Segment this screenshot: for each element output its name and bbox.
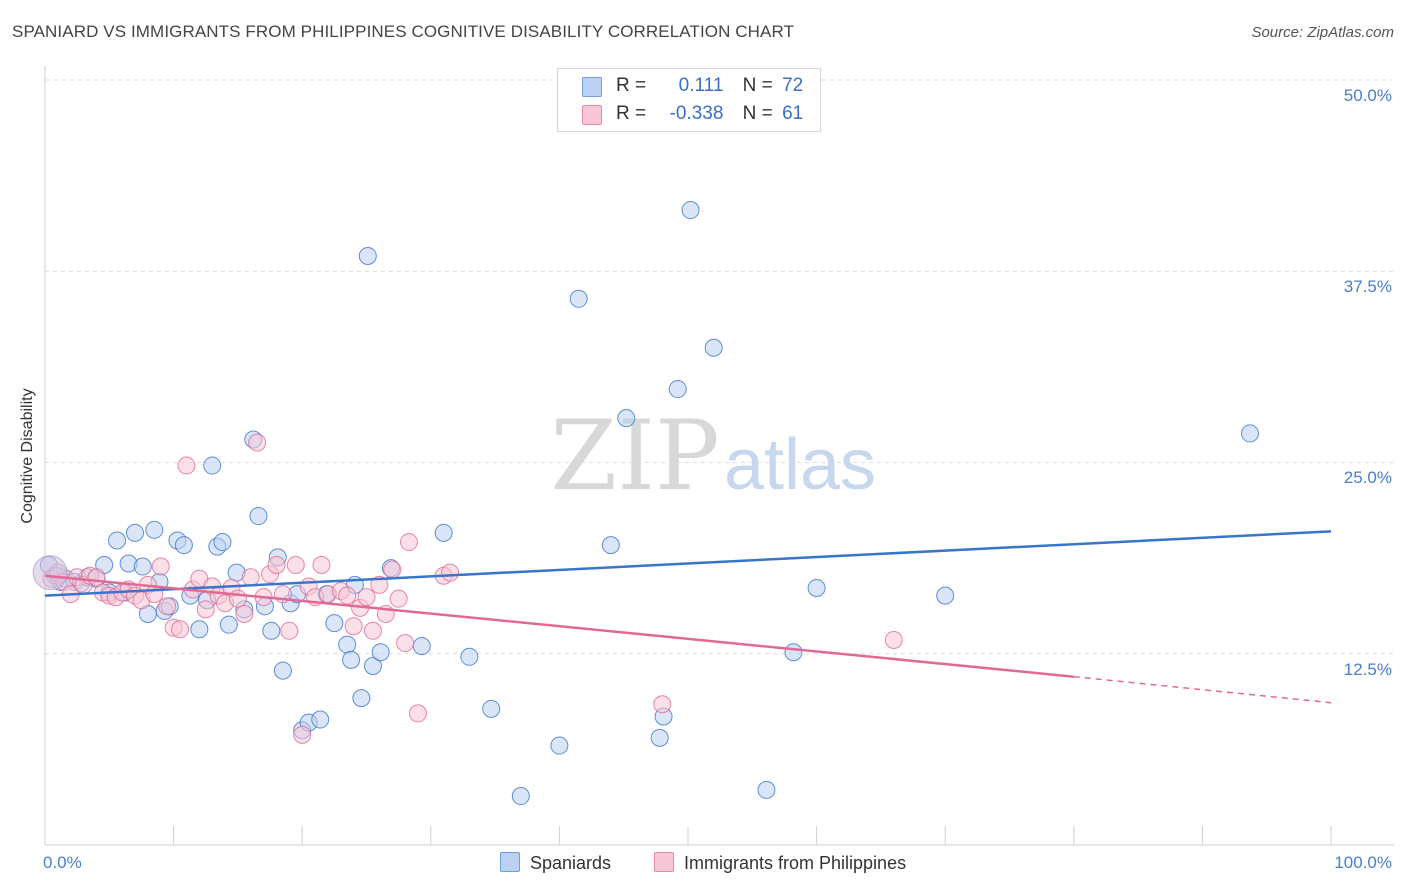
data-point-philippines: [241, 568, 260, 587]
data-point-philippines: [280, 621, 299, 640]
data-point-spaniards: [358, 246, 377, 265]
data-point-philippines: [383, 560, 402, 579]
watermark-atlas: atlas: [724, 425, 876, 505]
data-point-spaniards: [338, 635, 357, 654]
data-point-philippines: [177, 456, 196, 475]
data-point-spaniards: [704, 338, 723, 357]
y-tick-label: 50.0%: [1343, 86, 1392, 105]
data-point-philippines: [884, 630, 903, 649]
legend-r-value: -0.338: [669, 103, 724, 124]
data-point-spaniards: [412, 637, 431, 656]
data-point-philippines: [338, 586, 357, 605]
data-point-philippines: [399, 533, 418, 552]
data-point-spaniards: [569, 289, 588, 308]
data-point-spaniards: [352, 689, 371, 708]
data-point-spaniards: [668, 380, 687, 399]
data-point-spaniards: [249, 507, 268, 526]
data-point-spaniards: [325, 614, 344, 633]
data-point-philippines: [235, 604, 254, 623]
data-point-philippines: [293, 725, 312, 744]
trend-line-philippines: [44, 574, 1074, 678]
data-point-spaniards: [133, 557, 152, 576]
legend-r-label: R =: [616, 103, 647, 124]
legend-n-label: N =: [742, 103, 773, 124]
data-point-philippines: [389, 589, 408, 608]
data-point-spaniards: [126, 523, 145, 542]
data-point-philippines: [158, 597, 177, 616]
trend-line-philippines-extension: [1073, 675, 1332, 704]
data-point-spaniards: [460, 647, 479, 666]
data-point-spaniards: [273, 661, 292, 680]
data-point-philippines: [370, 575, 389, 594]
data-point-spaniards: [363, 656, 382, 675]
legend: R = 0.111 N = 72 R = -0.338 N = 61: [557, 68, 821, 132]
data-point-spaniards: [1240, 424, 1259, 443]
x-tick-label: 0.0%: [43, 853, 82, 872]
data-point-philippines: [396, 634, 415, 653]
data-point-spaniards: [371, 643, 390, 662]
data-point-spaniards: [936, 586, 955, 605]
legend-n-label: N =: [742, 75, 773, 96]
data-point-philippines: [248, 433, 267, 452]
data-point-spaniards: [174, 536, 193, 555]
data-point-cluster: [32, 555, 68, 591]
legend-n-value: 72: [782, 75, 804, 96]
data-point-philippines: [408, 704, 427, 723]
data-point-spaniards: [681, 201, 700, 220]
data-point-philippines: [228, 589, 247, 608]
legend-swatch-philippines: [582, 105, 602, 125]
y-tick-label: 12.5%: [1343, 660, 1392, 679]
legend-r-value: 0.111: [678, 75, 724, 96]
data-point-spaniards: [262, 621, 281, 640]
trend-line-spaniards: [44, 530, 1332, 597]
data-point-spaniards: [601, 536, 620, 555]
legend-n-value: 61: [782, 103, 804, 124]
legend-swatch-spaniards: [582, 77, 602, 97]
data-point-philippines: [312, 556, 331, 575]
data-point-spaniards: [108, 531, 127, 550]
bottom-legend-swatch: [654, 852, 674, 872]
data-point-spaniards: [203, 456, 222, 475]
y-tick-label: 37.5%: [1343, 277, 1392, 296]
data-point-spaniards: [757, 780, 776, 799]
data-point-philippines: [441, 563, 460, 582]
source-label: Source: ZipAtlas.com: [1251, 24, 1394, 41]
data-point-philippines: [363, 621, 382, 640]
bottom-legend-label: Immigrants from Philippines: [684, 853, 907, 873]
data-point-spaniards: [434, 523, 453, 542]
x-tick-label: 100.0%: [1334, 853, 1392, 872]
data-point-philippines: [151, 557, 170, 576]
data-point-spaniards: [617, 409, 636, 428]
data-point-philippines: [344, 617, 363, 636]
bottom-legend-swatch: [500, 852, 520, 872]
data-point-philippines: [196, 600, 215, 619]
chart-title: SPANIARD VS IMMIGRANTS FROM PHILIPPINES …: [12, 22, 795, 41]
bottom-legend-spaniards: Spaniards: [500, 852, 611, 874]
legend-r-label: R =: [616, 75, 647, 96]
data-point-spaniards: [482, 699, 501, 718]
bottom-legend-philippines: Immigrants from Philippines: [654, 852, 906, 874]
data-point-spaniards: [311, 710, 330, 729]
data-point-philippines: [171, 620, 190, 639]
bottom-legend-label: Spaniards: [530, 853, 612, 873]
data-point-philippines: [653, 695, 672, 714]
data-point-spaniards: [511, 787, 530, 806]
data-point-spaniards: [550, 736, 569, 755]
data-point-philippines: [87, 568, 106, 587]
data-point-spaniards: [807, 578, 826, 597]
data-point-philippines: [286, 556, 305, 575]
data-point-philippines: [357, 588, 376, 607]
data-point-spaniards: [190, 620, 209, 639]
data-point-spaniards: [342, 650, 361, 669]
data-point-spaniards: [213, 533, 232, 552]
data-point-spaniards: [145, 520, 164, 539]
data-point-spaniards: [650, 728, 669, 747]
data-point-philippines: [267, 556, 286, 575]
data-point-spaniards: [784, 643, 803, 662]
y-tick-label: 25.0%: [1343, 468, 1392, 487]
data-point-spaniards: [219, 615, 238, 634]
